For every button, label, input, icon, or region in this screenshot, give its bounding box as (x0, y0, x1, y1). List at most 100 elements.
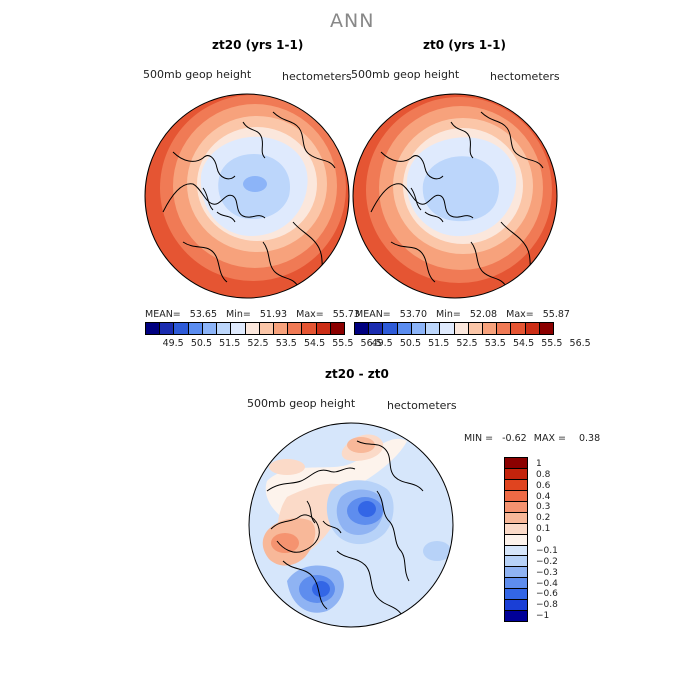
panel2-title: zt0 (yrs 1-1) (423, 38, 506, 52)
panel1-tick-label: 56.5 (360, 338, 382, 349)
panel1-max-value: 55.73 (332, 309, 360, 320)
panel3-colorbar-swatch (505, 611, 527, 622)
panel3-colorbar-label: −0.8 (536, 600, 558, 611)
panel2-colorbar-swatch (440, 323, 455, 334)
panel1-colorbar-swatch (174, 323, 189, 334)
panel2-colorbar (354, 322, 554, 335)
panel2-colorbar-swatch (426, 323, 441, 334)
panel3-colorbar-label: −0.4 (536, 578, 558, 589)
panel2-min-label: Min= (436, 309, 461, 320)
panel1-map (144, 93, 350, 299)
panel1-tick-label: 51.5 (219, 338, 241, 349)
panel3-contour-neg-0-6 (358, 501, 376, 517)
panel2-colorbar-swatch (497, 323, 512, 334)
panel3-colorbar-label: −0.6 (536, 589, 558, 600)
panel1-min-label: Min= (226, 309, 251, 320)
panel2-colorbar-swatch (525, 323, 540, 334)
panel3-colorbar-swatch (505, 523, 527, 535)
panel3-colorbar-swatch (505, 479, 527, 491)
panel3-contour-0-3 (271, 533, 299, 553)
panel3-subtitle-right: hectometers (387, 399, 457, 412)
panel1-tick-label: 55.5 (332, 338, 354, 349)
panel3-colorbar (504, 457, 528, 622)
panel2-stats: MEAN= 53.70 Min= 52.08 Max= 55.87 (355, 309, 570, 320)
panel1-contour-51-5 (243, 176, 267, 192)
panel3-colorbar-label: 0.4 (536, 491, 551, 502)
panel3-colorbar-swatch (505, 468, 527, 480)
panel2-colorbar-swatch (397, 323, 412, 334)
panel1-title: zt20 (yrs 1-1) (212, 38, 304, 52)
panel1-colorbar-swatch (259, 323, 274, 334)
panel2-colorbar-swatch (369, 323, 384, 334)
panel3-colorbar-labels: 1 0.8 0.6 0.4 0.3 0.2 0.1 0 −0.1 −0.2 −0.3 −0.4 −0.6… (536, 457, 576, 621)
panel2-tick-label: 49.5 (371, 338, 393, 349)
panel1-colorbar-swatch (288, 323, 303, 334)
panel2-max-value: 55.87 (542, 309, 570, 320)
panel2-subtitle-right: hectometers (490, 70, 560, 83)
panel3-max-label: MAX = (533, 433, 566, 444)
panel1-coastlines (162, 111, 336, 289)
panel2-tick-label: 51.5 (428, 338, 450, 349)
panel2-map (352, 93, 558, 299)
panel3-subtitle-left: 500mb geop height (247, 397, 356, 410)
panel1-colorbar-swatch (330, 323, 345, 334)
panel1-colorbar-swatch (202, 323, 218, 334)
panel1-colorbar-swatch (231, 323, 246, 334)
panel3-stats: MIN = -0.62 MAX = 0.38 (464, 433, 600, 444)
panel3-contour-right-neg-0-2 (423, 541, 451, 561)
panel3-colorbar-swatch (505, 556, 527, 568)
panel1-tick-label: 53.5 (275, 338, 297, 349)
panel3-min-label: MIN = (464, 433, 494, 444)
panel2-tick-label: 52.5 (456, 338, 478, 349)
panel2-colorbar-swatch (454, 323, 469, 334)
panel3-colorbar-swatch (505, 490, 527, 502)
panel2-contour-52 (422, 156, 499, 222)
panel3-title: zt20 - zt0 (325, 367, 389, 381)
panel1-min-value: 51.93 (259, 309, 288, 320)
panel1-subtitle-left: 500mb geop height (143, 68, 252, 81)
panel1-mean-label: MEAN= (145, 309, 181, 320)
panel3-colorbar-swatch (505, 567, 527, 579)
panel3-map-border (248, 422, 454, 628)
panel1-colorbar (145, 322, 345, 335)
panel3-colorbar-label: 1 (536, 459, 542, 469)
panel1-tick-label: 49.5 (162, 338, 184, 349)
panel1-colorbar-swatch (160, 323, 175, 334)
panel2-tick-label: 56.5 (569, 338, 591, 349)
panel2-colorbar-swatch (355, 323, 370, 334)
panel1-colorbar-swatch (316, 323, 331, 334)
panel1-colorbar-swatch (217, 323, 232, 334)
panel3-colorbar-label: 0.1 (536, 524, 551, 535)
panel1-tick-label: 50.5 (190, 338, 212, 349)
panel3-colorbar-swatch (505, 545, 527, 557)
panel1-colorbar-swatch (302, 323, 317, 334)
panel1-stats: MEAN= 53.65 Min= 51.93 Max= 55.73 (145, 309, 360, 320)
panel2-tick-label: 55.5 (541, 338, 563, 349)
panel2-subtitle-left: 500mb geop height (351, 68, 460, 81)
panel3-colorbar-swatch (505, 534, 527, 546)
panel1-mean-value: 53.65 (189, 309, 217, 320)
panel2-colorbar-swatch (482, 323, 498, 334)
panel3-colorbar-label: −0.2 (536, 556, 558, 567)
panel1-colorbar-swatch (188, 323, 203, 334)
panel2-mean-value: 53.70 (399, 309, 427, 320)
panel2-tick-label: 53.5 (484, 338, 506, 349)
panel3-map (248, 422, 454, 628)
panel3-coastlines (266, 440, 424, 618)
panel1-colorbar-swatch (273, 323, 289, 334)
panel3-contour-left-0-1 (269, 459, 305, 475)
panel3-colorbar-label: 0 (536, 535, 542, 546)
panel3-colorbar-swatch (505, 578, 527, 590)
panel3-colorbar-label: 0.3 (536, 502, 551, 513)
panel1-subtitle-right: hectometers (282, 70, 352, 83)
panel2-map-border (352, 93, 558, 299)
panel2-colorbar-ticks: 49.5 50.5 51.5 52.5 53.5 54.5 55.5 56.5 (368, 338, 594, 349)
panel3-contour-top-0-2 (347, 437, 375, 453)
panel3-colorbar-label: −0.1 (536, 545, 558, 556)
panel2-colorbar-swatch (511, 323, 526, 334)
panel1-colorbar-ticks: 49.5 50.5 51.5 52.5 53.5 54.5 55.5 56.5 (159, 338, 385, 349)
panel3-max-value: 0.38 (578, 433, 601, 444)
panel3-colorbar-label: −0.3 (536, 567, 558, 578)
panel1-map-border (144, 93, 350, 299)
panel3-colorbar-label: 0.6 (536, 480, 551, 491)
